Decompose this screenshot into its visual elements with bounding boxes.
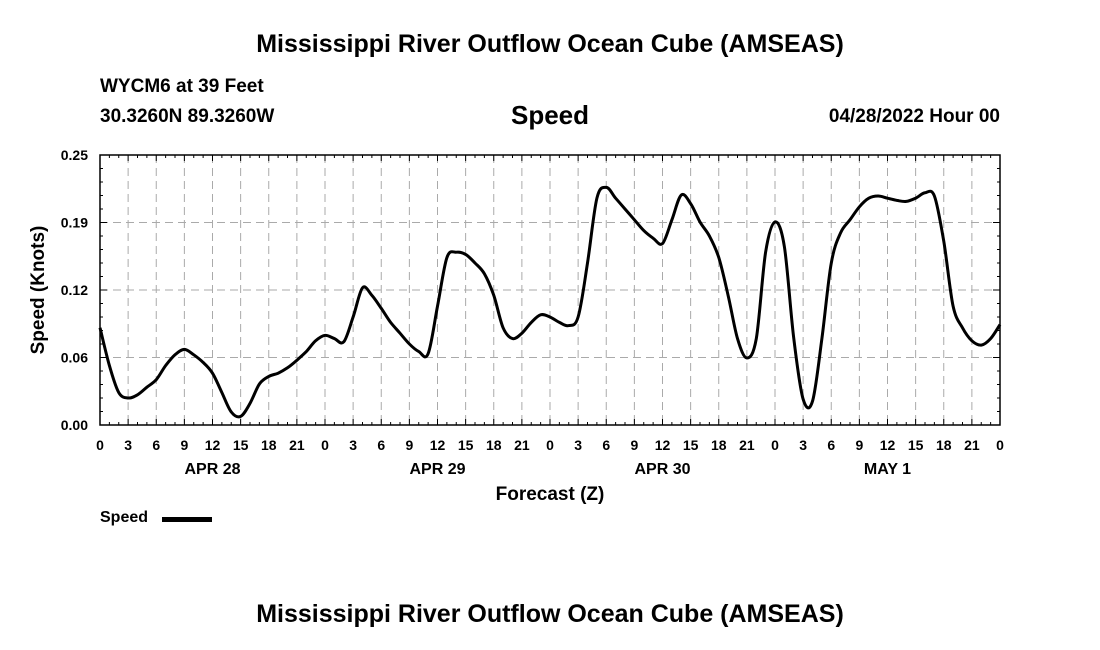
- x-tick-label: 12: [430, 437, 446, 453]
- x-tick-label: 3: [574, 437, 582, 453]
- x-tick-label: 21: [964, 437, 980, 453]
- x-axis-label: Forecast (Z): [496, 484, 605, 505]
- x-tick-label: 15: [908, 437, 924, 453]
- x-tick-label: 18: [486, 437, 502, 453]
- x-tick-label: 15: [683, 437, 699, 453]
- y-tick-label: 0.00: [61, 417, 88, 433]
- x-tick-label: 3: [799, 437, 807, 453]
- x-tick-label: 9: [855, 437, 863, 453]
- chart-subtitle: Speed: [510, 100, 590, 130]
- y-tick-label: 0.19: [61, 215, 88, 231]
- coordinates-label: 30.3260N 89.3260W: [100, 106, 275, 127]
- chart-title-bottom: Mississippi River Outflow Ocean Cube (AM…: [256, 600, 844, 628]
- x-tick-label: 15: [233, 437, 249, 453]
- x-tick-label: 12: [880, 437, 896, 453]
- x-tick-label: 0: [96, 437, 104, 453]
- series-line-speed: [98, 185, 1002, 419]
- x-tick-label: 6: [152, 437, 160, 453]
- y-tick-label: 0.12: [61, 282, 88, 298]
- y-tick-label: 0.06: [61, 350, 88, 366]
- x-tick-label: 9: [630, 437, 638, 453]
- x-tick-label: 3: [349, 437, 357, 453]
- x-tick-label: 0: [546, 437, 554, 453]
- x-tick-label: 0: [996, 437, 1004, 453]
- x-tick-label: 9: [180, 437, 188, 453]
- datetime-label: 04/28/2022 Hour 00: [828, 106, 1000, 127]
- x-tick-label: 6: [602, 437, 610, 453]
- x-tick-label: 0: [321, 437, 329, 453]
- plot-frame: [99, 154, 1001, 426]
- day-label: APR 28: [184, 461, 240, 478]
- station-label: WYCM6 at 39 Feet: [100, 76, 264, 97]
- legend-label: Speed: [100, 509, 149, 526]
- x-tick-label: 6: [827, 437, 835, 453]
- x-tick-label: 18: [261, 437, 277, 453]
- x-tick-label: 12: [205, 437, 221, 453]
- x-tick-label: 6: [377, 437, 385, 453]
- x-tick-label: 18: [936, 437, 952, 453]
- x-tick-label: 0: [771, 437, 779, 453]
- day-label: APR 30: [634, 461, 690, 478]
- x-tick-label: 21: [514, 437, 530, 453]
- x-tick-label: 3: [124, 437, 132, 453]
- x-tick-label: 21: [739, 437, 755, 453]
- x-tick-label: 21: [289, 437, 305, 453]
- chart-title-top: Mississippi River Outflow Ocean Cube (AM…: [256, 30, 844, 58]
- x-tick-label: 12: [655, 437, 671, 453]
- x-tick-label: 18: [711, 437, 727, 453]
- day-label: APR 29: [409, 461, 465, 478]
- y-axis-label: Speed (Knots): [28, 226, 49, 355]
- x-tick-label: 9: [405, 437, 413, 453]
- day-label: MAY 1: [864, 461, 911, 478]
- legend-swatch: [162, 517, 212, 522]
- x-tick-label: 15: [458, 437, 474, 453]
- y-tick-label: 0.25: [61, 147, 88, 163]
